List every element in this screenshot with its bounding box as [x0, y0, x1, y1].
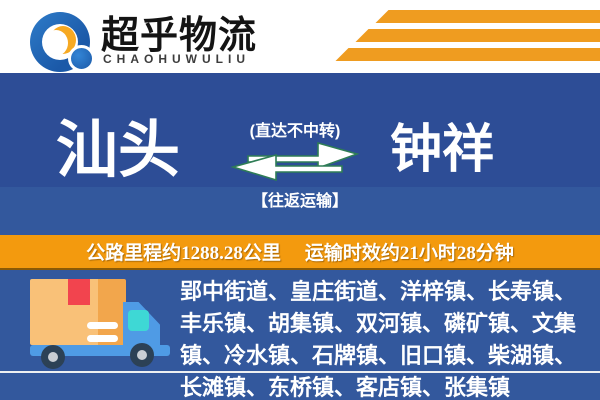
- truck-wheel: [41, 345, 65, 369]
- truck-red-label: [68, 279, 90, 305]
- header: 超乎物流 CHAOHUWULIU: [0, 0, 600, 73]
- stats-band: 公路里程约1288.28公里 运输时效约21小时28分钟: [0, 235, 600, 270]
- truck-wheel-hub: [48, 352, 58, 362]
- duration-text: 运输时效约21小时28分钟: [304, 243, 514, 264]
- town-list: 郢中街道、皇庄街道、洋梓镇、长寿镇、丰乐镇、胡集镇、双河镇、磷矿镇、文集镇、冷水…: [180, 279, 577, 400]
- swap-arrows-icon: [230, 141, 360, 181]
- bottom-divider: [0, 371, 600, 373]
- coverage-section: 郢中街道、皇庄街道、洋梓镇、长寿镇、丰乐镇、胡集镇、双河镇、磷矿镇、文集镇、冷水…: [0, 270, 600, 400]
- brand-name: 超乎物流: [101, 15, 258, 57]
- truck-chassis: [30, 345, 170, 356]
- speed-stripe-icon: [375, 10, 600, 23]
- route-section: 汕头 钟祥 (直达不中转) 【往返运输】: [0, 73, 600, 317]
- destination-city: 钟祥: [390, 122, 495, 179]
- company-logo-icon: [30, 12, 95, 74]
- truck-window: [128, 310, 149, 331]
- speed-stripe-icon: [335, 48, 600, 61]
- truck-icon: [25, 276, 175, 371]
- truck-wheel-hub: [137, 350, 147, 360]
- direct-note: (直达不中转): [249, 123, 341, 140]
- truck-wheel: [130, 343, 154, 367]
- truck-stripe: [87, 335, 118, 342]
- truck-stripe: [87, 322, 118, 329]
- brand-name-pinyin: CHAOHUWULIU: [103, 52, 250, 66]
- speed-stripe-icon: [355, 29, 600, 42]
- origin-city: 汕头: [56, 117, 181, 185]
- distance-text: 公路里程约1288.28公里: [86, 243, 281, 264]
- logo-crescent-mask: [44, 30, 68, 56]
- logo-dot: [68, 45, 95, 72]
